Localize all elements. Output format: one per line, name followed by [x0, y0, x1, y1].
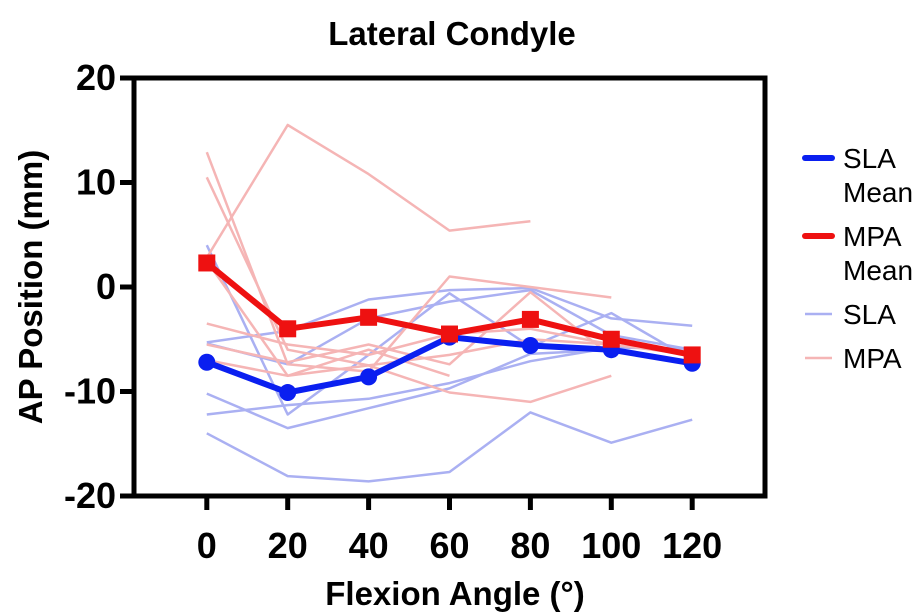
x-tick-label: 80: [510, 525, 550, 566]
plot-area: [131, 75, 768, 499]
sla-individual-line: [206, 411, 693, 483]
mpa-individual-line: [205, 123, 531, 259]
x-tick-label: 40: [349, 525, 389, 566]
sla-legend-label: SLA: [843, 299, 896, 330]
mpa-individual-line: [205, 260, 450, 378]
sla_mean-point: [279, 384, 297, 402]
sla_mean-point: [521, 337, 539, 355]
sla_mean-point: [360, 368, 378, 386]
y-tick-label: 10: [76, 162, 116, 203]
mpa_mean-legend-label: Mean: [843, 255, 913, 286]
x-tick-label: 0: [197, 525, 217, 566]
sla-individual-line: [205, 244, 693, 416]
plot-frame: [131, 75, 768, 499]
x-tick-label: 100: [581, 525, 641, 566]
x-axis-label: Flexion Angle (°): [325, 575, 584, 612]
y-tick-label: 20: [76, 57, 116, 98]
y-tick-label: -20: [64, 475, 116, 516]
mpa_mean-legend-label: MPA: [843, 221, 902, 252]
sla_mean-legend-label: SLA: [843, 143, 896, 174]
y-tick-label: 0: [96, 266, 116, 307]
mpa_mean-point: [198, 254, 216, 272]
mpa_mean-point: [360, 308, 378, 326]
sla-individual-line: [206, 346, 693, 416]
x-tick-label: 120: [662, 525, 722, 566]
y-axis-label: AP Position (mm): [12, 150, 49, 424]
individual-lines: [205, 123, 693, 483]
mpa_mean-point: [279, 320, 297, 338]
x-tick-label: 20: [268, 525, 308, 566]
x-axis: 0 20 40 60 80 100 120: [197, 496, 722, 566]
mpa_mean-point: [521, 310, 539, 328]
mpa_mean-point: [602, 330, 620, 348]
chart-title: Lateral Condyle: [328, 15, 576, 52]
y-axis: 20 10 0 -10 -20: [64, 57, 134, 516]
mpa_mean-point: [683, 346, 701, 364]
sla_mean-legend-label: Mean: [843, 177, 913, 208]
mpa-legend-label: MPA: [843, 343, 902, 374]
sla_mean-point: [198, 353, 216, 371]
y-tick-label: -10: [64, 371, 116, 412]
mean-markers: [198, 254, 701, 402]
x-tick-label: 60: [429, 525, 469, 566]
mpa_mean-point: [441, 325, 458, 343]
